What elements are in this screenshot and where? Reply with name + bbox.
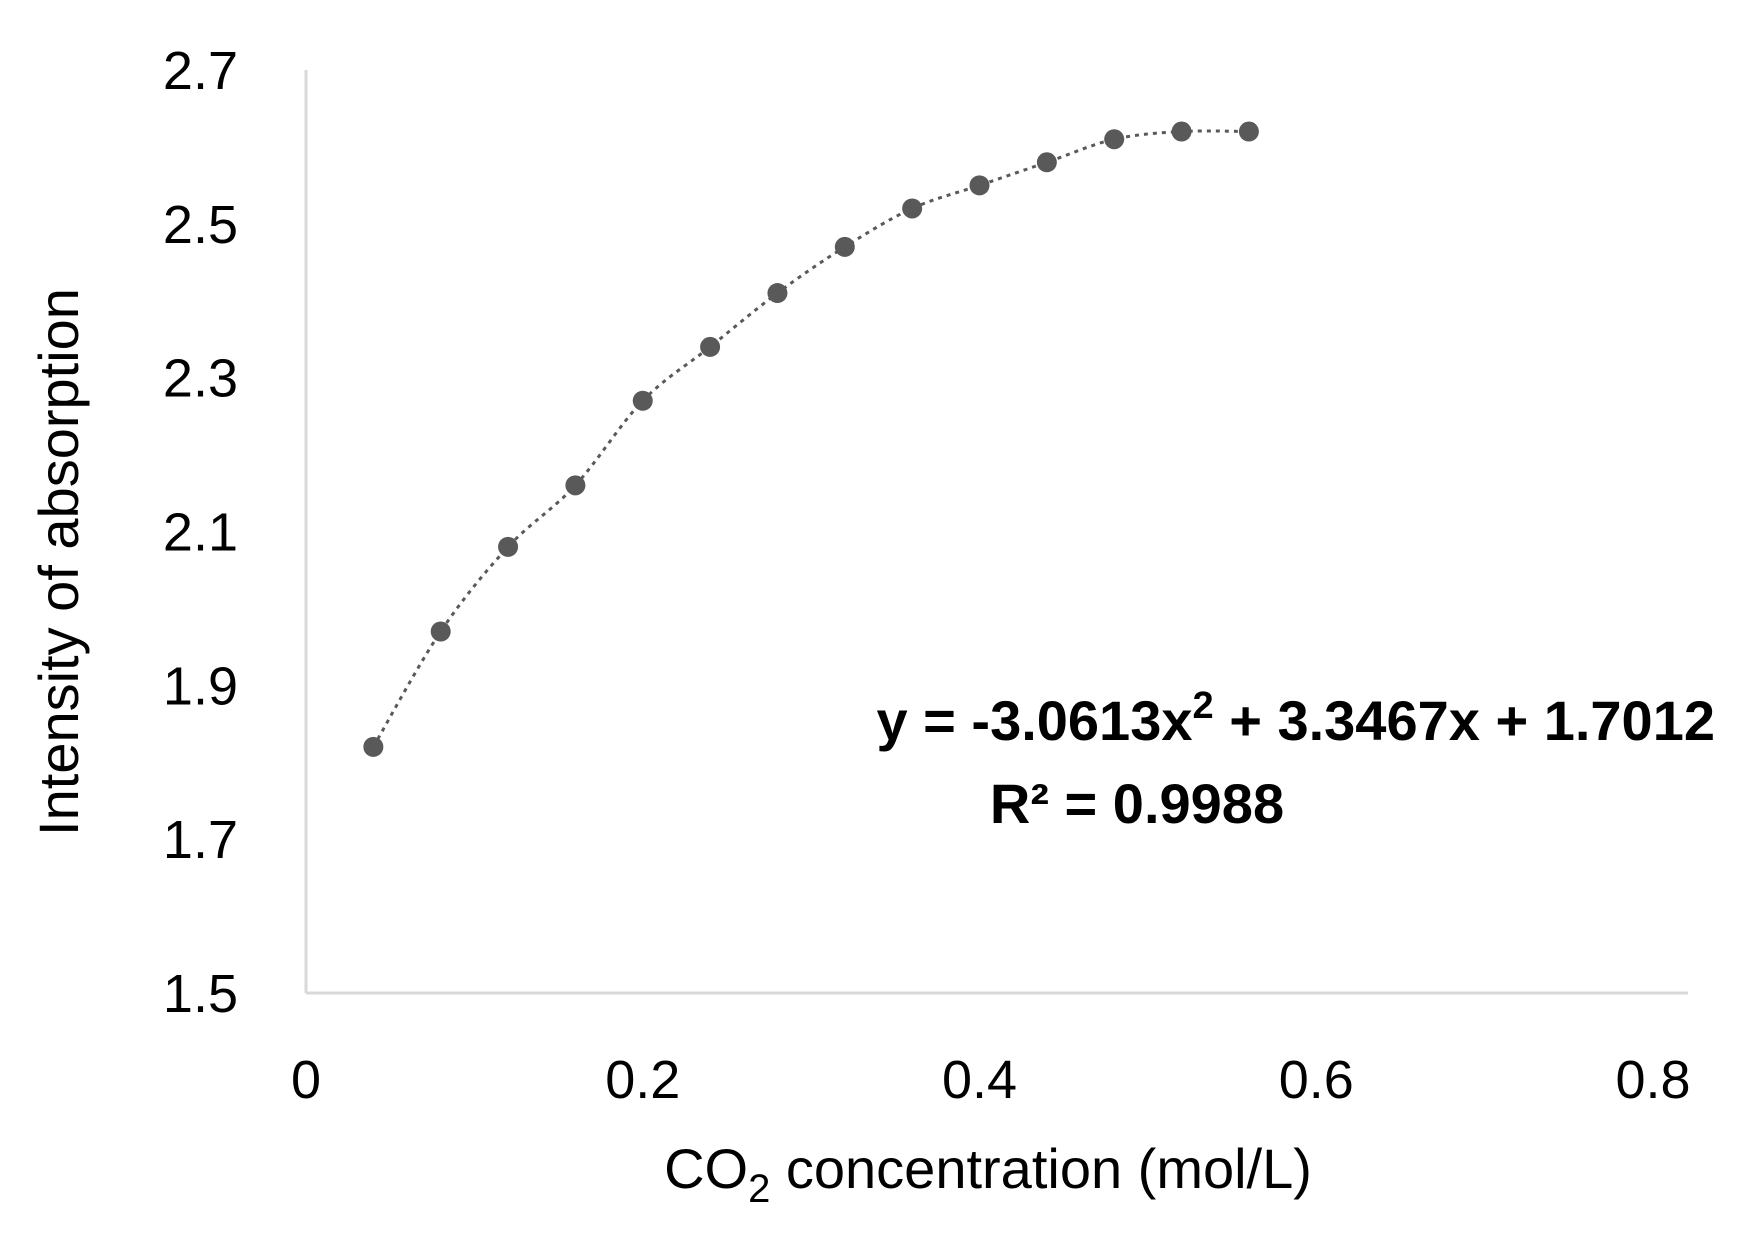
r-squared-label: R² = 0.9988 [990,772,1284,835]
y-tick-label: 2.3 [163,349,238,409]
y-tick-label: 1.9 [163,656,238,716]
y-axis-title: Intensity of absorption [27,288,90,836]
data-point [363,736,384,757]
trendline-equation: y = -3.0613x2 + 3.3467x + 1.7012 [876,685,1715,752]
data-point [767,283,788,304]
data-point [498,536,519,557]
trendline [372,129,1249,748]
data-point [700,336,721,357]
y-tick-labels: 1.5 1.7 1.9 2.1 2.3 2.5 2.7 [163,41,238,1024]
data-point [1238,121,1259,142]
data-point [1171,121,1192,142]
y-tick-label: 2.5 [163,195,238,255]
x-tick-labels: 0 0.2 0.4 0.6 0.8 [291,1050,1691,1110]
x-axis-title-subscript: 2 [748,1167,770,1211]
x-tick-label: 0.4 [942,1050,1017,1110]
x-tick-label: 0.6 [1279,1050,1354,1110]
data-point [565,475,586,496]
data-point [834,236,855,257]
y-tick-label: 2.1 [163,503,238,563]
data-point [902,198,923,219]
y-tick-label: 1.7 [163,810,238,870]
x-tick-label: 0.2 [605,1050,680,1110]
data-point [632,390,653,411]
x-tick-label: 0 [291,1050,321,1110]
equation-exponent: 2 [1193,685,1214,727]
x-tick-label: 0.8 [1615,1050,1690,1110]
x-axis-title: CO2 concentration (mol/L) [664,1137,1312,1211]
data-point [1104,129,1125,150]
data-point [969,175,990,196]
y-tick-label: 1.5 [163,964,238,1024]
data-point [430,621,451,642]
data-points [363,121,1259,757]
data-point [1036,152,1057,173]
y-tick-label: 2.7 [163,41,238,101]
